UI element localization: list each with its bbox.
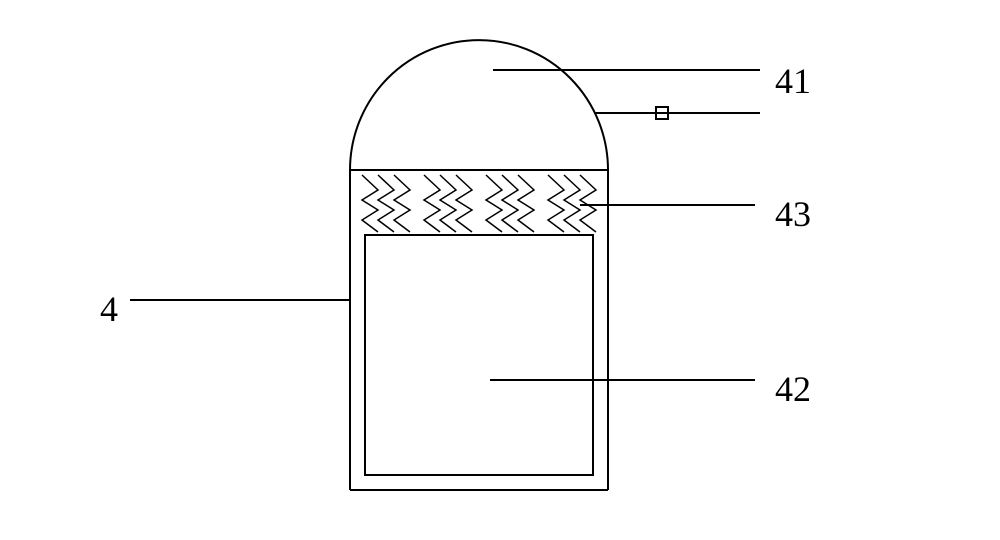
spring-3c (518, 175, 534, 232)
spring-4b (564, 175, 580, 232)
spring-2b (440, 175, 456, 232)
diagram-container: 4 41 42 43 (0, 0, 1000, 540)
inner-box (365, 235, 593, 475)
label-4: 4 (100, 288, 118, 330)
diagram-svg (0, 0, 1000, 540)
spring-3 (486, 175, 502, 232)
spring-group (362, 175, 596, 232)
spring-1c (394, 175, 410, 232)
spring-4 (548, 175, 564, 232)
spring-3b (502, 175, 518, 232)
spring-1 (362, 175, 378, 232)
spring-2c (456, 175, 472, 232)
label-43: 43 (775, 193, 811, 235)
spring-4c (580, 175, 596, 232)
dome-cap (350, 40, 608, 170)
spring-2 (424, 175, 440, 232)
label-42: 42 (775, 368, 811, 410)
spring-1b (378, 175, 394, 232)
label-41: 41 (775, 60, 811, 102)
